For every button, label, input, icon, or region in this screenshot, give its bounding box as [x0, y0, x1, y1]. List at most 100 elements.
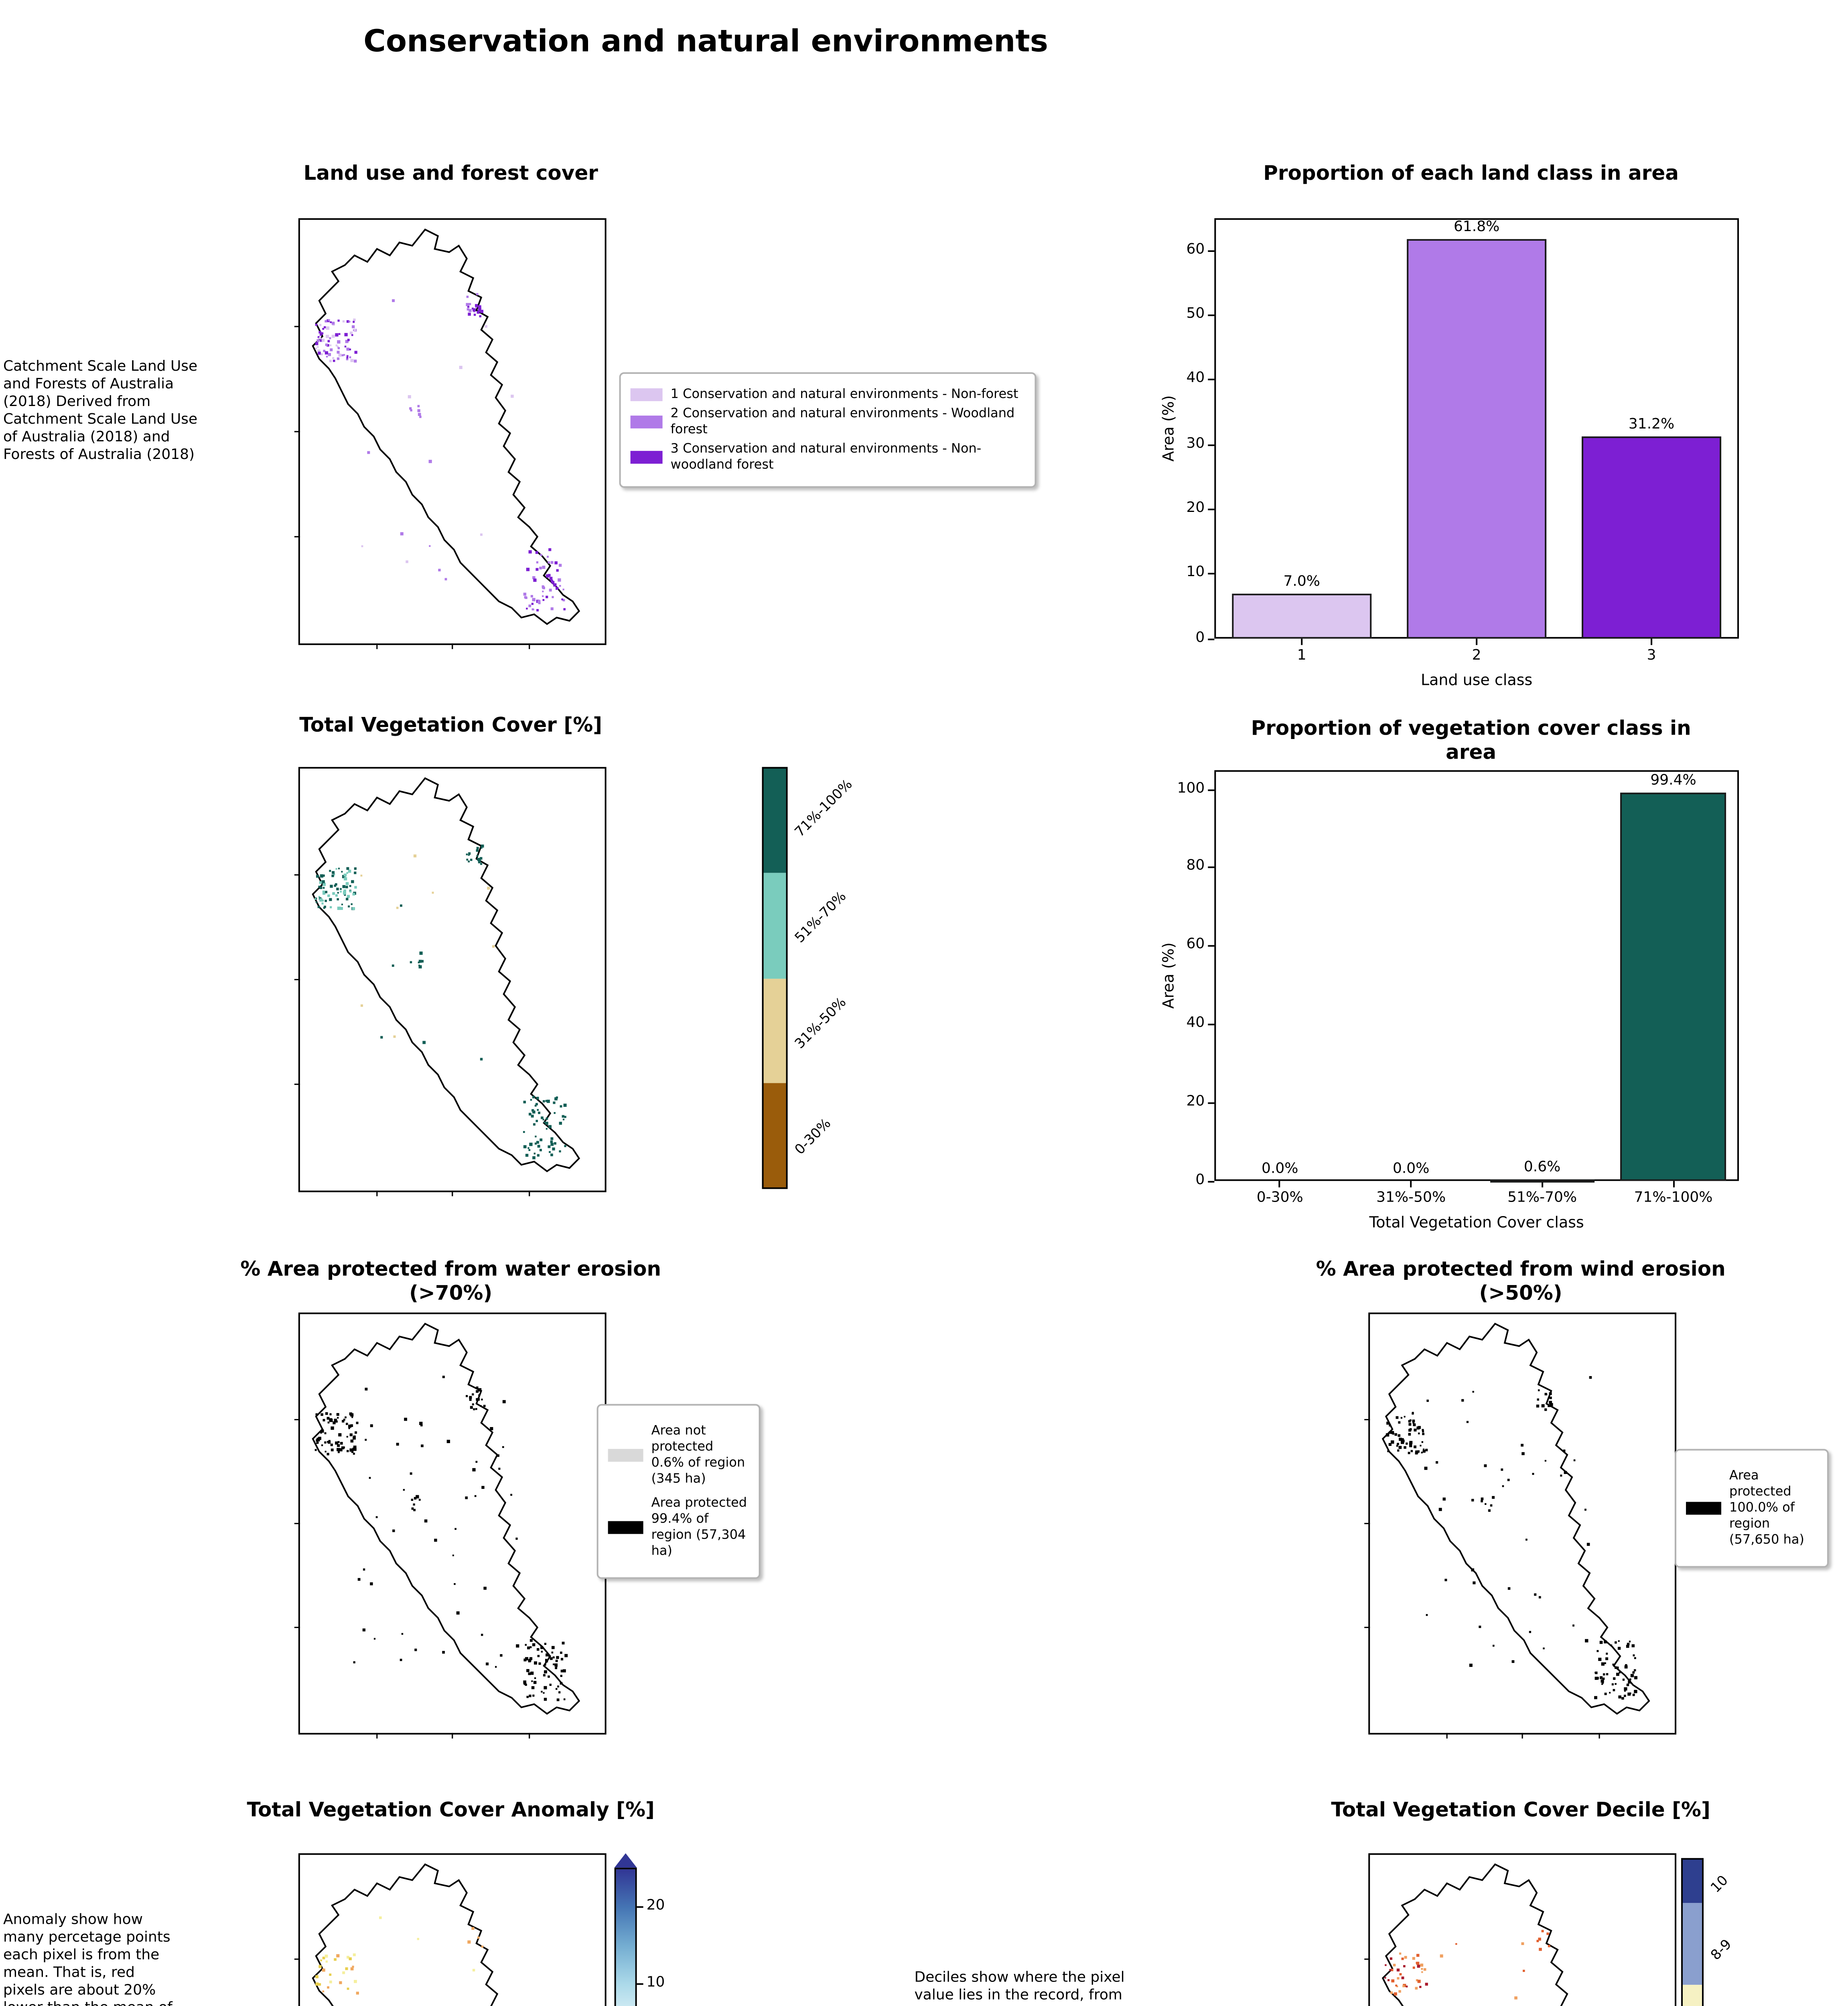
map-pixel: [554, 1097, 558, 1100]
map-pixel: [532, 1110, 536, 1114]
map-pixel: [344, 333, 348, 337]
map-pixel: [536, 568, 539, 571]
map-pixel: [438, 569, 441, 572]
map-pixel: [338, 1433, 342, 1437]
map-pixel: [1529, 1631, 1532, 1633]
map-pixel: [354, 867, 357, 870]
colorbar-tick: [637, 1905, 643, 1907]
map-pixel: [527, 1646, 530, 1649]
map-pixel: [466, 853, 468, 855]
map-pixel: [562, 1119, 565, 1121]
veg-cover-map-title: Total Vegetation Cover [%]: [299, 712, 602, 737]
map-pixel: [467, 308, 469, 311]
veg-cover-colorbar: 71%-100% 51%-70% 31%-50% 0-30%: [762, 767, 856, 1189]
map-pixel: [456, 1611, 460, 1615]
map-pixel: [469, 1396, 472, 1399]
map-pixel: [347, 339, 350, 341]
map-pixel: [411, 1507, 414, 1510]
map-pixel: [564, 1116, 566, 1118]
map-pixel: [347, 355, 349, 357]
map-pixel: [1399, 1437, 1402, 1441]
map-pixel: [414, 1649, 417, 1651]
map-pixel: [321, 339, 325, 342]
map-pixel: [342, 320, 345, 323]
map-pixel: [1408, 1420, 1411, 1423]
map-pixel: [325, 1451, 327, 1453]
map-pixel: [353, 321, 355, 323]
map-pixel: [526, 1669, 529, 1672]
map-pixel: [1549, 1401, 1552, 1404]
map-pixel: [342, 885, 345, 888]
map-pixel: [548, 574, 551, 577]
map-pixel: [478, 861, 481, 863]
map-pixel: [1471, 1498, 1474, 1502]
map-pixel: [1484, 1464, 1487, 1467]
map-pixel: [350, 1440, 354, 1443]
map-pixel: [525, 1683, 527, 1686]
map-pixel: [1466, 1421, 1469, 1423]
map-pixel: [1634, 1676, 1638, 1679]
map-pixel: [396, 907, 399, 909]
map-pixel: [540, 1646, 544, 1649]
map-pixel: [542, 599, 545, 601]
map-pixel: [1401, 1957, 1404, 1960]
map-pixel: [544, 1670, 547, 1674]
map-pixel: [326, 355, 328, 358]
map-pixel: [1397, 1443, 1399, 1445]
map-pixel: [552, 596, 554, 598]
map-pixel: [316, 339, 320, 342]
map-pixel: [320, 339, 323, 342]
map-pixel: [541, 1691, 543, 1693]
map-pixel: [539, 566, 542, 570]
map-pixel: [536, 1141, 539, 1144]
map-pixel: [414, 1497, 417, 1500]
map-pixel: [562, 1669, 566, 1673]
map-pixel: [1605, 1657, 1609, 1660]
map-pixel: [550, 561, 554, 564]
map-pixel: [322, 1957, 325, 1959]
map-pixel: [525, 1644, 527, 1646]
map-pixel: [1616, 1666, 1619, 1669]
map-pixel: [1616, 1673, 1619, 1676]
map-pixel: [322, 880, 325, 883]
map-pixel: [1414, 1428, 1417, 1431]
y-tick-label: 20: [1186, 1094, 1205, 1110]
map-pixel: [365, 1387, 368, 1391]
map-pixel: [476, 1390, 479, 1393]
map-pixel: [546, 1117, 548, 1120]
map-pixel: [1624, 1687, 1627, 1691]
y-tick: [1208, 250, 1215, 252]
map-pixel: [549, 1125, 552, 1128]
map-pixel: [562, 1641, 565, 1645]
map-pixel: [362, 1628, 366, 1632]
map-pixel: [477, 858, 480, 861]
map-pixel: [418, 1498, 421, 1501]
map-pixel: [555, 1688, 558, 1690]
map-pixel: [444, 578, 447, 581]
map-pixel: [328, 319, 330, 321]
map-pixel: [349, 348, 351, 351]
map-pixel: [1541, 1404, 1545, 1407]
map-pixel: [476, 847, 479, 849]
map-pixel: [361, 545, 363, 547]
map-pixel: [535, 551, 538, 554]
map-pixel: [356, 1421, 359, 1424]
map-pixel: [1401, 1976, 1404, 1980]
map-pixel: [515, 1537, 518, 1540]
bar-value-label: 0.0%: [1262, 1161, 1298, 1178]
map-pixel: [1606, 1653, 1608, 1655]
map-pixel: [442, 1651, 445, 1654]
map-pixel: [410, 961, 412, 964]
map-pixel: [554, 1112, 556, 1114]
map-pixel: [331, 335, 335, 338]
bar: [1581, 437, 1722, 639]
map-pixel: [1410, 1419, 1412, 1421]
map-pixel: [558, 564, 562, 567]
map-pixel: [1606, 1673, 1609, 1675]
map-pixel: [1387, 1450, 1389, 1452]
y-axis-label: Area (%): [1160, 395, 1179, 462]
map-pixel: [325, 335, 329, 338]
map-pixel: [548, 1655, 551, 1657]
map-pixel: [480, 533, 483, 536]
map-pixel: [468, 852, 471, 855]
